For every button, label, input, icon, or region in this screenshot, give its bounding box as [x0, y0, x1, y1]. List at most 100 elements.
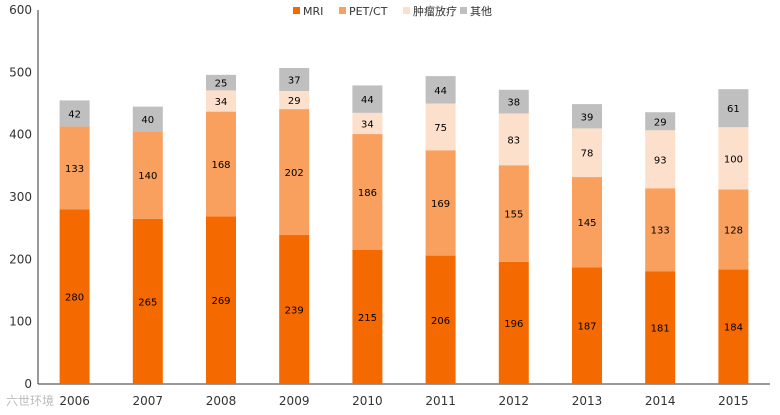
bar-value-label: 133	[651, 226, 670, 237]
bar-segment	[352, 134, 383, 250]
bar-value-label: 186	[358, 188, 377, 199]
bar-value-label: 29	[288, 96, 301, 107]
y-tick-label: 200	[9, 252, 32, 266]
bar-segment	[645, 188, 676, 272]
legend-item: 肿瘤放疗	[403, 4, 457, 18]
bar-segment	[572, 177, 602, 268]
bar-value-label: 196	[504, 319, 523, 330]
bar-segment	[718, 189, 749, 270]
bar-segment	[132, 106, 163, 132]
bar-segment	[206, 74, 236, 91]
bar-value-label: 83	[507, 135, 520, 146]
bar-value-label: 40	[141, 115, 154, 126]
legend-label: 其他	[470, 5, 492, 18]
bar-segment	[132, 218, 163, 384]
bars: 280 133 42 265 140 40 269 168 34 25 239 202 29 37 215 1…	[59, 67, 749, 384]
bar-value-label: 215	[358, 313, 377, 324]
bar-segment	[352, 249, 383, 384]
bar-segment	[279, 109, 310, 236]
bar-segment	[572, 128, 602, 178]
bar-value-label: 100	[724, 154, 743, 165]
legend-item: MRI	[293, 5, 323, 18]
y-tick-label: 300	[9, 190, 32, 204]
bar-value-label: 155	[504, 210, 523, 221]
bar-segment	[279, 67, 310, 92]
bar-value-label: 269	[211, 296, 230, 307]
legend-item: PET/CT	[339, 5, 388, 18]
x-tick-label: 2014	[645, 394, 676, 408]
legend-label: MRI	[303, 5, 323, 18]
x-tick-label: 2008	[206, 394, 237, 408]
x-tick-label: 2007	[133, 394, 164, 408]
bar-segment	[425, 150, 456, 256]
bar-segment	[206, 111, 236, 217]
bar-value-label: 181	[651, 324, 670, 335]
bar-segment	[206, 216, 236, 384]
bar-segment	[206, 90, 236, 112]
x-tick-label: 2013	[572, 394, 603, 408]
bar-value-label: 239	[285, 306, 304, 317]
bar-value-label: 202	[285, 168, 304, 179]
bar-value-label: 75	[434, 123, 447, 134]
bar-segment	[425, 255, 456, 384]
bar-segment	[132, 131, 163, 219]
x-tick-label: 2011	[425, 394, 456, 408]
x-tick-label: 2009	[279, 394, 310, 408]
bar-value-label: 44	[434, 86, 447, 97]
watermark: 六世环境	[6, 394, 55, 408]
bar-value-label: 145	[577, 218, 596, 229]
bar-value-label: 25	[215, 79, 228, 90]
bar-segment	[59, 100, 90, 127]
bar-segment	[718, 127, 749, 190]
y-tick-label: 100	[9, 315, 32, 329]
bar-segment	[498, 113, 529, 166]
bar-value-label: 184	[724, 323, 743, 334]
bar-value-label: 206	[431, 316, 450, 327]
bar-value-label: 169	[431, 199, 450, 210]
bar-value-label: 34	[215, 97, 228, 108]
bar-segment	[498, 89, 529, 114]
x-axis-ticks: 2006 2007 2008 2009 2010 2011 2012 2013 2014 2015	[59, 394, 748, 408]
y-axis-ticks: 0 100 200 300 400 500 600	[9, 3, 32, 391]
bar-value-label: 39	[581, 112, 594, 123]
bar-value-label: 29	[654, 117, 667, 128]
bar-segment	[279, 235, 310, 384]
bar-segment	[59, 209, 90, 384]
bar-value-label: 44	[361, 95, 374, 106]
bar-segment	[718, 269, 749, 384]
bar-value-label: 93	[654, 155, 667, 166]
bar-value-label: 187	[577, 322, 596, 333]
y-tick-label: 600	[9, 3, 32, 17]
bar-segment	[279, 91, 310, 110]
bar-segment	[645, 271, 676, 384]
x-tick-label: 2006	[59, 394, 90, 408]
bar-segment	[718, 89, 749, 128]
bar-value-label: 168	[211, 160, 230, 171]
legend-label: 肿瘤放疗	[413, 4, 457, 18]
y-tick-label: 0	[24, 377, 32, 391]
bar-segment	[59, 126, 90, 210]
legend-swatch	[403, 7, 410, 14]
bar-value-label: 34	[361, 119, 374, 130]
bar-segment	[645, 130, 676, 189]
bar-value-label: 140	[138, 171, 157, 182]
legend-item: 其他	[460, 5, 492, 18]
bar-segment	[425, 103, 456, 151]
bar-value-label: 265	[138, 297, 157, 308]
legend-swatch	[293, 7, 300, 14]
y-tick-label: 500	[9, 65, 32, 79]
legend-swatch	[460, 7, 467, 14]
bar-value-label: 78	[581, 149, 594, 160]
y-tick-label: 400	[9, 128, 32, 142]
bar-value-label: 61	[727, 104, 740, 115]
bar-value-label: 37	[288, 76, 301, 87]
bar-segment	[352, 112, 383, 135]
x-tick-label: 2015	[718, 394, 749, 408]
bar-segment	[352, 85, 383, 113]
bar-segment	[498, 165, 529, 262]
legend: MRI PET/CT 肿瘤放疗 其他	[293, 4, 492, 18]
bar-segment	[645, 112, 676, 131]
bar-value-label: 280	[65, 293, 84, 304]
bar-value-label: 38	[507, 98, 520, 109]
